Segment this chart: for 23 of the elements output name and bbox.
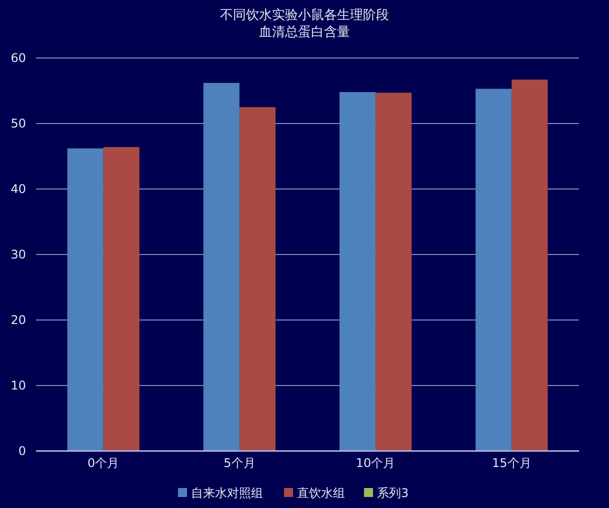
y-tick-label: 60 bbox=[10, 51, 26, 66]
y-tick-label: 40 bbox=[10, 182, 26, 196]
bar bbox=[376, 92, 412, 451]
bar bbox=[103, 147, 140, 451]
bar bbox=[203, 82, 240, 451]
chart-title: 不同饮水实验小鼠各生理阶段血清总蛋白含量 bbox=[220, 8, 389, 40]
y-tick-label: 0 bbox=[18, 444, 26, 458]
y-tick-label: 20 bbox=[10, 313, 26, 328]
legend-label: 自来水对照组 bbox=[191, 486, 263, 500]
y-tick-label: 50 bbox=[10, 116, 26, 131]
bar bbox=[476, 88, 512, 451]
x-tick-label: 5个月 bbox=[224, 456, 256, 470]
legend-label: 系列3 bbox=[377, 486, 409, 500]
bar bbox=[339, 92, 376, 451]
bar bbox=[512, 80, 548, 451]
legend-label: 直饮水组 bbox=[297, 486, 345, 500]
x-tick-label: 15个月 bbox=[492, 456, 532, 470]
bar bbox=[239, 107, 276, 451]
bar bbox=[67, 148, 104, 451]
y-tick-label: 10 bbox=[10, 378, 26, 393]
x-tick-label: 0个月 bbox=[88, 456, 120, 470]
x-tick-label: 10个月 bbox=[356, 456, 396, 470]
y-tick-label: 30 bbox=[10, 248, 26, 262]
